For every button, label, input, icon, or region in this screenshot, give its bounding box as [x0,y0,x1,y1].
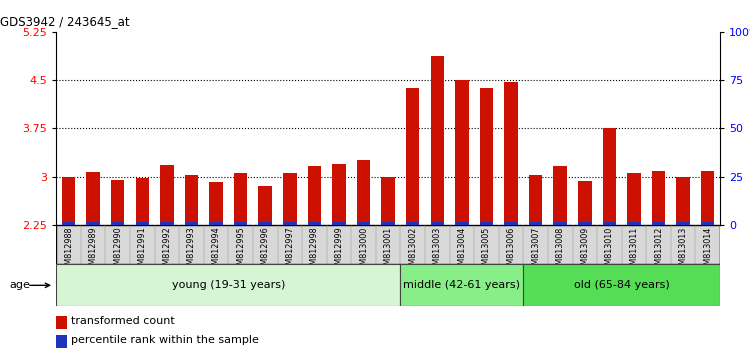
Bar [504,82,518,225]
Bar [136,178,149,225]
Bar [357,160,370,225]
Text: age: age [9,280,30,290]
Text: GSM813010: GSM813010 [604,227,613,275]
Bar [259,222,272,225]
Bar [602,129,616,225]
Bar [308,166,321,225]
Text: GSM812998: GSM812998 [310,227,319,275]
Bar [86,172,100,225]
Text: GSM813001: GSM813001 [383,227,393,275]
Text: GSM813000: GSM813000 [359,227,368,275]
Bar [184,222,198,225]
Text: GSM812991: GSM812991 [138,227,147,275]
Bar [56,335,67,348]
Bar [578,222,592,225]
Bar [676,177,690,225]
Bar [455,222,469,225]
Bar [136,222,149,225]
Bar [209,222,223,225]
Bar [283,222,296,225]
Text: GSM812989: GSM812989 [88,227,98,275]
Text: GSM813005: GSM813005 [482,227,491,275]
Bar [554,222,567,225]
Bar [406,222,419,225]
Text: GSM812999: GSM812999 [334,227,344,275]
Bar [234,222,248,225]
Bar [332,222,346,225]
Bar [430,222,444,225]
Bar [504,222,518,225]
Text: GSM813007: GSM813007 [531,227,540,275]
Text: GSM813013: GSM813013 [679,227,688,275]
Bar [234,173,248,225]
Text: GDS3942 / 243645_at: GDS3942 / 243645_at [0,15,130,28]
Bar [554,166,567,225]
Bar [381,177,395,225]
Text: GSM812993: GSM812993 [187,227,196,275]
Bar [86,222,100,225]
Bar [529,222,542,225]
Text: GSM813008: GSM813008 [556,227,565,275]
Text: GSM813014: GSM813014 [704,227,712,275]
Bar [332,164,346,225]
Bar [111,222,125,225]
Text: GSM813004: GSM813004 [458,227,466,275]
Bar [480,88,494,225]
Bar [209,182,223,225]
Text: GSM812995: GSM812995 [236,227,245,275]
Text: GSM813009: GSM813009 [580,227,590,275]
Bar [400,264,524,306]
Bar [627,222,640,225]
Bar [430,56,444,225]
Text: GSM812990: GSM812990 [113,227,122,275]
Bar [578,181,592,225]
Text: percentile rank within the sample: percentile rank within the sample [70,335,259,345]
Text: middle (42-61 years): middle (42-61 years) [404,280,520,290]
Text: GSM812988: GSM812988 [64,227,73,275]
Bar [308,222,321,225]
Text: GSM813006: GSM813006 [506,227,515,275]
Text: old (65-84 years): old (65-84 years) [574,280,670,290]
Text: GSM813003: GSM813003 [433,227,442,275]
Text: young (19-31 years): young (19-31 years) [172,280,285,290]
Bar [184,175,198,225]
Bar [259,186,272,225]
Text: GSM812994: GSM812994 [211,227,220,275]
Bar [652,222,665,225]
Text: GSM813011: GSM813011 [629,227,638,275]
Bar [357,222,370,225]
Text: GSM813012: GSM813012 [654,227,663,275]
Bar [406,88,419,225]
Bar [283,173,296,225]
Bar [602,222,616,225]
Text: GSM812992: GSM812992 [162,227,171,275]
Bar [627,173,640,225]
Bar [381,222,395,225]
Bar [524,264,720,306]
Bar [62,177,75,225]
Bar [652,171,665,225]
Text: transformed count: transformed count [70,316,175,326]
Bar [529,175,542,225]
Bar [701,222,715,225]
Text: GSM812996: GSM812996 [261,227,270,275]
Text: GSM813002: GSM813002 [408,227,417,275]
Bar [62,222,75,225]
Bar [160,222,174,225]
Bar [676,222,690,225]
Text: GSM812997: GSM812997 [285,227,294,275]
Bar [56,316,67,329]
Bar [455,80,469,225]
Bar [480,222,494,225]
Bar [160,165,174,225]
Bar [701,171,715,225]
Bar [56,264,400,306]
Bar [111,180,125,225]
